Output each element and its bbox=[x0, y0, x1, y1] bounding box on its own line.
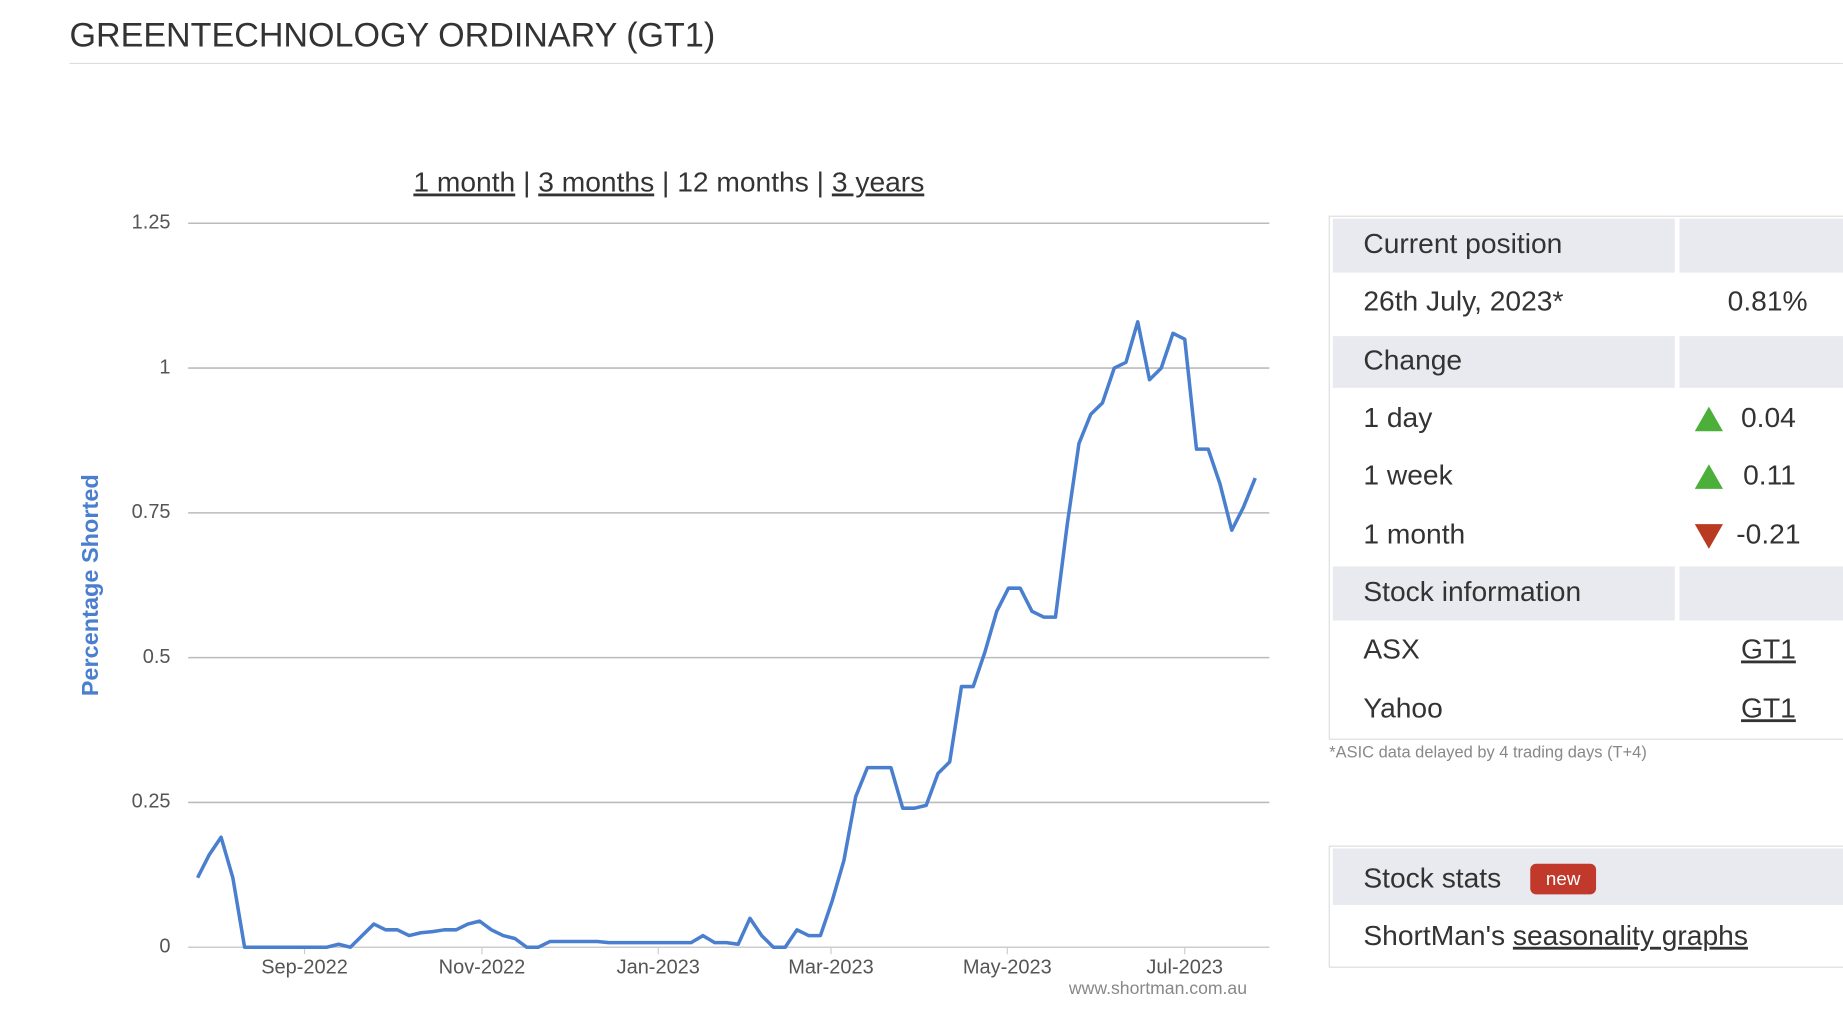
y-tick-label: 0.75 bbox=[132, 501, 171, 523]
separator: | bbox=[523, 166, 530, 198]
heading-bg bbox=[1332, 218, 1675, 273]
y-tick-label: 1.25 bbox=[132, 212, 171, 234]
current-date: 26th July, 2023* bbox=[1363, 285, 1563, 317]
change-value: -0.21 bbox=[1736, 517, 1800, 549]
x-tick-label: Jul-2023 bbox=[1146, 957, 1223, 979]
stats-panel: Stock stats new ShortMan's seasonality g… bbox=[1328, 845, 1843, 968]
line bbox=[196, 320, 1257, 949]
stats-prefix: ShortMan's bbox=[1363, 919, 1505, 951]
badge-text: new bbox=[1546, 868, 1581, 889]
up-arrow bbox=[1694, 464, 1723, 489]
current-value: 0.81% bbox=[1728, 285, 1808, 317]
change-value: 0.11 bbox=[1743, 459, 1796, 491]
panel-box bbox=[1328, 215, 1843, 740]
info-link[interactable]: GT1 bbox=[1741, 691, 1796, 723]
change-label: 1 day bbox=[1363, 401, 1433, 433]
range-links: 1 month | 3 months | 12 months | 3 years bbox=[413, 166, 924, 198]
change-label: 1 month bbox=[1363, 517, 1465, 549]
x-tick-label: Sep-2022 bbox=[261, 957, 348, 979]
down-arrow bbox=[1694, 524, 1723, 549]
x-tick-label: Nov-2022 bbox=[439, 957, 526, 979]
x-tick-label: Mar-2023 bbox=[788, 957, 873, 979]
change-value: 0.04 bbox=[1741, 401, 1796, 433]
panel-heading: Change bbox=[1363, 343, 1462, 375]
stats-heading: Stock stats bbox=[1363, 862, 1501, 894]
badge bbox=[1530, 863, 1597, 895]
panel-heading: Current position bbox=[1363, 227, 1562, 259]
range-link[interactable]: 3 months bbox=[538, 166, 654, 198]
page-title: GREENTECHNOLOGY ORDINARY (GT1) bbox=[69, 17, 715, 55]
heading-bg bbox=[1332, 566, 1675, 621]
x-tick-label: May-2023 bbox=[963, 957, 1052, 979]
heading-bg bbox=[1679, 336, 1843, 388]
info-label: Yahoo bbox=[1363, 691, 1442, 723]
footnote: *ASIC data delayed by 4 trading days (T+… bbox=[1329, 744, 1647, 762]
heading-bg bbox=[1679, 218, 1843, 273]
chart: Percentage Shorted www.shortman.com.au 0… bbox=[77, 212, 1270, 998]
y-axis-label: Percentage Shorted bbox=[77, 474, 103, 696]
range-link[interactable]: 3 years bbox=[832, 166, 924, 198]
separator: | bbox=[817, 166, 824, 198]
heading-bg bbox=[1332, 336, 1675, 388]
heading-bg bbox=[1679, 566, 1843, 621]
y-tick-label: 0 bbox=[159, 935, 170, 957]
info-label: ASX bbox=[1363, 633, 1420, 665]
range-link[interactable]: 1 month bbox=[413, 166, 515, 198]
info-panel: Current position 26th July, 2023* 0.81% … bbox=[1328, 215, 1843, 762]
up-arrow bbox=[1694, 406, 1723, 432]
y-tick-label: 1 bbox=[159, 356, 170, 378]
stats-link[interactable]: seasonality graphs bbox=[1513, 919, 1748, 951]
separator: | bbox=[662, 166, 669, 198]
watermark: www.shortman.com.au bbox=[1068, 978, 1247, 998]
y-tick-label: 0.5 bbox=[143, 646, 171, 668]
stats-line: ShortMan's seasonality graphs bbox=[1363, 919, 1748, 951]
range-current: 12 months bbox=[677, 166, 809, 198]
x-tick-label: Jan-2023 bbox=[617, 957, 700, 979]
panel-heading: Stock information bbox=[1363, 575, 1581, 607]
info-link[interactable]: GT1 bbox=[1741, 633, 1796, 665]
change-label: 1 week bbox=[1363, 459, 1453, 491]
y-tick-label: 0.25 bbox=[132, 791, 171, 813]
